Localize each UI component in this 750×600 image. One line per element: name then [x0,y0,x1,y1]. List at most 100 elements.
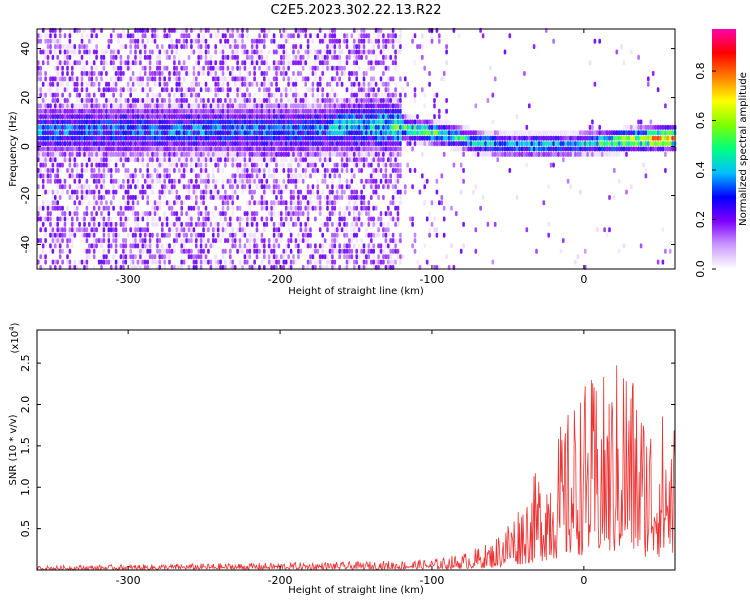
spectrogram-cell [61,92,64,98]
spectrogram-cell [525,151,529,157]
spectrogram-cell [54,114,57,120]
spectrogram-cell [396,173,400,179]
spectrogram-cell [202,178,205,184]
spectrogram-cell [430,33,434,39]
spectrogram-cell [304,49,307,55]
spectrogram-cell [97,103,101,109]
spectrogram-cell [367,119,371,125]
spectrogram-cell [180,211,183,217]
spectrogram-cell [270,205,273,211]
spectrogram-cell [46,200,50,206]
spectrogram-cell [343,243,346,249]
spectrogram-cell [450,146,453,152]
spectrogram-cell [362,254,366,260]
spectrogram-cell [447,135,451,141]
spectrogram-cell [233,124,237,130]
spectrogram-cell [306,38,310,44]
spectrogram-cell [333,103,337,109]
spectrogram-cell [280,157,283,163]
spectrogram-cell [297,135,300,141]
spectrogram-cell [195,232,198,238]
spectrogram-cell [182,238,186,244]
spectrogram-cell [58,232,62,238]
spectrogram-cell [433,216,436,222]
spectrogram-cell [88,49,91,55]
spectrogram-cell [197,44,200,50]
spectrogram-cell [241,49,244,55]
spectrogram-cell [109,38,113,44]
spectrogram-cell [95,114,98,120]
spectrogram-cell [49,157,52,163]
spectrogram-cell [221,151,225,157]
spectrogram-cell [161,130,164,136]
spectrogram-cell [277,114,281,120]
spectrogram-cell [338,216,341,222]
spectrogram-cell [486,141,490,147]
spectrogram-cell [263,184,266,190]
spectrogram-cell [528,146,531,152]
spectrogram-cell [214,92,217,98]
spectrogram-cell [95,98,98,103]
spectrogram-cell [114,98,118,103]
spectrogram-cell [182,114,186,120]
spectrogram-cell [185,248,188,254]
spectrogram-cell [243,65,247,71]
spectrogram-cell [280,71,283,76]
spectrogram-cell [265,205,269,211]
spectrogram-cell [396,98,400,103]
spectrogram-cell [537,146,541,152]
spectrogram-cell [78,92,81,98]
spectrogram-cell [289,216,293,222]
spectrogram-cell [207,71,210,76]
spectrogram-cell [202,216,205,222]
spectrogram-cell [212,157,215,163]
spectrogram-cell [357,211,361,217]
spectrogram-cell [151,135,154,141]
spectrogram-cell [333,124,337,130]
spectrogram-cell [226,205,230,211]
spectrogram-cell [44,135,47,141]
spectrogram-cell [219,65,222,71]
spectrogram-cell [161,157,164,163]
spectrogram-cell [151,92,154,98]
spectrogram-cell [168,168,171,173]
spectrogram-cell [80,141,84,147]
spectrogram-cell [54,124,57,130]
spectrogram-cell [207,60,210,66]
spectrogram-cell [195,103,198,109]
spectrogram-cell [190,221,193,227]
spectrogram-cell [318,119,322,125]
spectrogram-cell [379,211,383,217]
spectrogram-cell [156,135,159,141]
spectrogram-cell [192,103,196,109]
spectrogram-cell [122,135,125,141]
spectrogram-cell [265,103,269,109]
spectrogram-cell [71,157,74,163]
spectrogram-cell [294,151,298,157]
spectrogram-cell [272,211,276,217]
spectrogram-cell [265,216,269,222]
spectrogram-cell [68,38,72,44]
spectrogram-cell [136,44,140,50]
spectrogram-cell [338,44,341,50]
spectrogram-cell [51,108,55,114]
spectrogram-cell [265,114,269,120]
spectrogram-cell [204,87,208,93]
spectrogram-cell [442,205,446,211]
spectrogram-cell [387,76,390,82]
spectrogram-cell [474,227,478,233]
spectrogram-cell [236,103,239,109]
spectrogram-cell [355,71,358,76]
spectrogram-cell [109,33,113,39]
spectrogram-cell [301,178,305,184]
spectrogram-cell [54,33,57,39]
spectrogram-cell [311,141,315,147]
spectrogram-cell [90,124,94,130]
spectrogram-cell [370,141,373,147]
spectrogram-cell [326,60,329,66]
spectrogram-cell [304,151,307,157]
spectrogram-cell [117,108,120,114]
spectrogram-cell [226,124,230,130]
spectrogram-cell [173,44,176,50]
spectrogram-cell [292,141,295,147]
